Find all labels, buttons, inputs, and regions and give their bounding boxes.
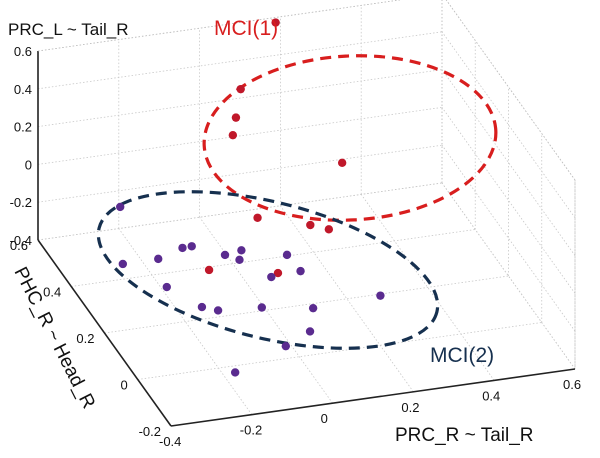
y-tick-label: -0.2 (139, 424, 161, 439)
mci1-point (337, 158, 347, 167)
mci2-ellipse (96, 190, 440, 350)
mci2-point (154, 254, 163, 264)
mci2-point (308, 303, 318, 313)
grid-line (37, 182, 443, 241)
tick-layer: -0.4-0.200.20.40.6-0.200.20.40.6-0.4-0.2… (10, 44, 581, 449)
mci2-point (237, 246, 246, 255)
y-tick-label: 0.4 (43, 285, 61, 300)
x-tick-label: 0.4 (482, 388, 500, 403)
mci1-point (306, 220, 315, 230)
grid-line (137, 322, 542, 380)
mci2-point (235, 255, 244, 265)
mci2-point (230, 368, 240, 377)
mci2-point (281, 341, 290, 351)
mci2-point (305, 327, 315, 336)
grid-line (280, 205, 414, 393)
mci2-point (282, 250, 292, 260)
y-tick-label: 0 (121, 378, 128, 393)
mci1-point (231, 113, 241, 122)
axis-layer (37, 0, 576, 427)
mci1-annotation: MCI(1) (214, 17, 278, 40)
y-tick-label: 0.6 (10, 238, 28, 253)
mci1-point (204, 265, 214, 275)
x-tick-label: -0.4 (159, 434, 181, 449)
grid-line (71, 229, 476, 287)
grid-line (37, 144, 443, 203)
z-tick-label: -0.4 (10, 233, 32, 248)
mci1-point (228, 130, 238, 140)
chart-title: PRC_L ~ Tail_R (8, 20, 128, 39)
mci2-point (376, 291, 385, 300)
mci1-point (273, 268, 283, 278)
z-tick-label: 0 (25, 157, 32, 172)
mci2-point (178, 243, 187, 253)
y-tick-label: 0.2 (76, 331, 94, 346)
grid-line (37, 69, 443, 127)
mci1-ellipse (202, 54, 498, 222)
mci2-point (115, 202, 125, 212)
mci2-point (220, 250, 230, 260)
grid-layer (37, 0, 576, 427)
z-tick-label: 0.2 (14, 120, 32, 135)
z-tick-label: 0.6 (14, 44, 32, 59)
mci1-point (324, 225, 334, 234)
z-tick-label: -0.2 (10, 195, 32, 210)
z-tick-label: 0.4 (14, 82, 32, 97)
mci1-point (271, 18, 280, 27)
grid-line (37, 31, 443, 90)
mci2-point (296, 266, 305, 276)
grid-line (37, 107, 443, 165)
mci2-point (267, 272, 276, 282)
x-tick-label: -0.2 (240, 423, 262, 438)
mci1-point (253, 213, 262, 222)
x-tick-label: 0 (321, 411, 328, 426)
grid-line (104, 275, 509, 334)
mci1-point (236, 84, 245, 94)
mci2-point (197, 302, 207, 312)
mci2-point (257, 303, 267, 312)
mci2-point (162, 282, 171, 292)
x-tick-label: 0.2 (401, 400, 419, 415)
mci2-point (187, 242, 196, 251)
point-layer (115, 18, 385, 377)
mci2-annotation: MCI(2) (430, 344, 494, 367)
x-axis-line (170, 368, 576, 427)
box-edge (37, 0, 403, 52)
x-tick-label: 0.6 (563, 377, 581, 392)
y-axis-line (37, 239, 172, 427)
mci2-point (213, 306, 223, 315)
mci2-point (118, 259, 128, 269)
x-axis-label: PRC_R ~ Tail_R (395, 425, 534, 446)
